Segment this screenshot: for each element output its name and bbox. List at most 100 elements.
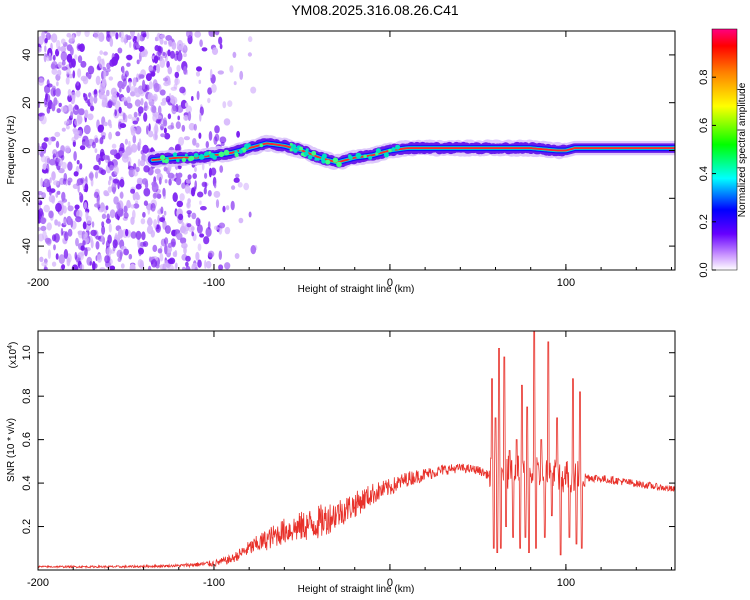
spectrogram-cell (129, 41, 132, 48)
spectrogram-cell (75, 216, 82, 223)
spectrogram-cell (61, 66, 68, 71)
spectrogram-cell (191, 231, 194, 237)
spectrogram-cell (43, 204, 50, 213)
spectrogram-cell (192, 138, 197, 146)
y-tick-label: 0.4 (21, 475, 33, 490)
spectrogram-cell (139, 74, 145, 79)
spectrogram-cell (46, 222, 52, 231)
spectrogram-cell (77, 44, 83, 50)
spectrogram-cell (148, 66, 154, 72)
spectrogram-cell (65, 124, 70, 130)
spectrogram-cell (214, 133, 220, 142)
spectrogram-cell (159, 124, 165, 130)
spectrogram-cell (54, 219, 58, 226)
spectrogram-cell (99, 267, 106, 270)
spectrogram-cell (49, 188, 56, 194)
spectrogram-cell (208, 167, 212, 178)
spectrogram-cell (167, 49, 171, 57)
snr-panel: -200 -100 0 100 0.2 0.4 0.6 0.8 1.0 Height of st… (6, 330, 676, 595)
spectrogram-cell (76, 80, 80, 86)
spectrogram-cell (128, 81, 132, 88)
y-tick-label: 0 (21, 147, 33, 153)
spectrogram-cell (211, 47, 219, 55)
spectrogram-cell (98, 207, 105, 213)
spectrogram-cell (126, 102, 133, 109)
spectrogram-cell (150, 259, 158, 268)
spectrogram-cell (132, 120, 139, 125)
spectrogram-cell (38, 77, 45, 86)
spectrogram-cell (67, 180, 71, 186)
spectrogram-cell (167, 66, 173, 75)
spectrogram-cell (179, 193, 185, 202)
spectrogram-cell (195, 142, 200, 148)
spectrogram-cell (176, 64, 181, 72)
spectrogram-cell (124, 138, 128, 145)
snr-scale-close: ) (8, 342, 19, 345)
spectrogram-cell (113, 165, 119, 176)
spectrogram-cell (142, 211, 146, 218)
spectrogram-cell (224, 262, 231, 270)
spectrogram-cell (203, 236, 210, 245)
spectrogram-cell (128, 77, 132, 84)
spectrogram-cell (113, 196, 119, 205)
spectrogram-cell (67, 228, 73, 237)
spectrogram-cell (181, 222, 185, 231)
spectrogram-cell (99, 136, 104, 145)
spectrogram-cell (59, 210, 64, 216)
spectrogram-cell (60, 227, 64, 237)
spectrogram-cell (38, 190, 43, 196)
spectrogram-cell (99, 50, 104, 55)
spectrogram-cell (181, 242, 188, 249)
spectrogram-cell (168, 178, 172, 186)
spectrogram-cell (134, 99, 141, 107)
spectrogram-cell (112, 178, 119, 184)
spectrogram-cell (154, 122, 158, 133)
spectrogram-cell (109, 37, 114, 48)
spectrogram-cell (117, 179, 120, 190)
spectrogram-cell (67, 201, 71, 207)
spectrogram-cell (38, 208, 44, 217)
spectrogram-cell (147, 92, 153, 103)
spectrogram-cell (222, 101, 227, 109)
spectrogram-cell (55, 88, 61, 97)
spectrogram-cell (135, 183, 142, 190)
spectrogram-cell (198, 79, 202, 84)
spectrogram-cell (194, 266, 198, 270)
spectrogram-cell (125, 146, 132, 156)
y-tick-label: 0.6 (21, 432, 33, 447)
spectrogram-cell (38, 227, 41, 232)
spectrogram-cell (188, 122, 196, 131)
spectrogram-cell (118, 31, 122, 38)
spectrogram-cell (167, 125, 175, 130)
spectrogram-cell (94, 203, 101, 208)
spectrogram-cell (102, 78, 107, 87)
spectrogram-cell (51, 68, 58, 75)
spectrogram-cell (139, 159, 146, 167)
spectrogram-cell (58, 102, 62, 108)
spectrogram-peak (388, 148, 392, 153)
spectrogram-cell (167, 113, 172, 120)
spectrogram-cell (204, 182, 208, 189)
spectrogram-cell (156, 63, 161, 74)
spectrogram-cell (207, 190, 212, 197)
spectrogram-cell (211, 83, 217, 93)
spectrogram-cell (121, 72, 127, 82)
spectrogram-cell (227, 100, 233, 107)
spectrogram-cell (67, 205, 74, 212)
spectrogram-cell (82, 76, 89, 85)
spectrogram-cell (44, 86, 51, 94)
spectrogram-cell (101, 213, 107, 220)
spectrogram-cell (66, 257, 71, 267)
spectrogram-cell (197, 243, 202, 251)
spectrogram-cell (101, 225, 106, 235)
spectrogram-cell (217, 70, 224, 75)
spectrogram-cell (87, 113, 94, 121)
spectrogram-cell (74, 104, 79, 110)
spectrogram-cell (152, 244, 158, 252)
spectrogram-cell (194, 166, 197, 172)
spectrogram-cell (165, 95, 171, 103)
spectrogram-cell (234, 253, 240, 259)
spectrogram-cell (123, 212, 129, 219)
spectrogram-cell (85, 96, 89, 104)
spectrogram-cell (120, 263, 125, 269)
